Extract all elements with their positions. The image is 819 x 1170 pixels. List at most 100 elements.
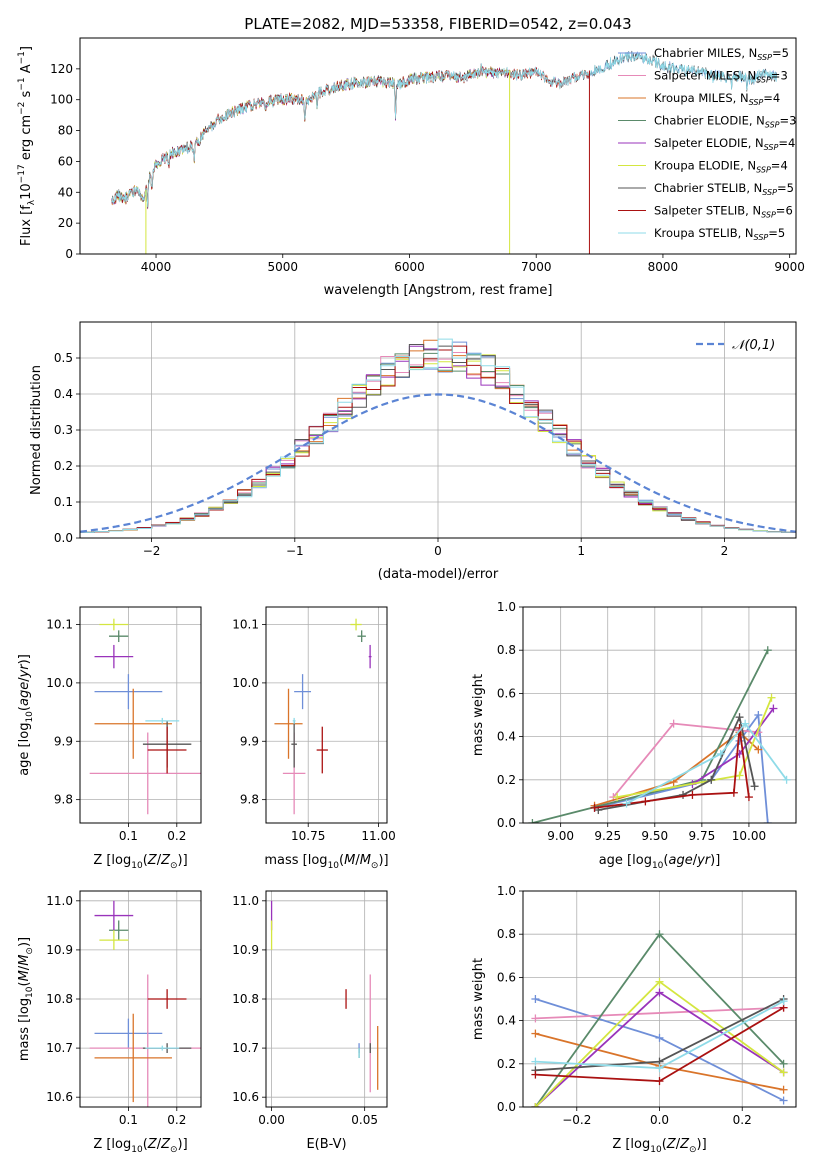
legend-entry: 𝒩(0,1) xyxy=(732,338,775,353)
grid xyxy=(266,607,387,823)
plot-area xyxy=(531,930,788,1107)
figure-title: PLATE=2082, MJD=53358, FIBERID=0542, z=0… xyxy=(244,15,631,33)
series-marker xyxy=(531,1103,540,1107)
x-tick-label: 0.00 xyxy=(258,1113,285,1127)
axis-label: age [log10(age/yr)] xyxy=(599,853,721,871)
series-marker xyxy=(782,775,791,784)
series-marker xyxy=(754,711,763,719)
x-tick-label: 4000 xyxy=(141,260,172,274)
series-marker xyxy=(655,988,664,997)
errorbar-point-chabrier-miles xyxy=(294,674,312,710)
series-marker xyxy=(779,1059,788,1068)
y-tick-label: 10.7 xyxy=(46,1041,73,1055)
plot-area xyxy=(274,618,372,815)
residuals-panel: −2 −1 0 1 2 0.0 0.1 0.2 0.3 0.4 0.5 (data-model)/er… xyxy=(29,321,797,582)
series-marker xyxy=(735,713,744,722)
errorbar-point-chabrier-elodie xyxy=(109,630,129,643)
series-marker xyxy=(744,793,753,802)
series-marker xyxy=(779,1096,788,1105)
errorbar-point-chabrier-stelib xyxy=(291,720,297,768)
y-tick-label: 10.6 xyxy=(46,1090,73,1104)
errorbar-point-kroupa-miles xyxy=(94,688,172,759)
series-marker xyxy=(750,782,759,791)
y-tick-label: 9.8 xyxy=(54,793,73,807)
series-marker xyxy=(669,719,678,728)
errorbar-point-kroupa-stelib xyxy=(292,717,296,724)
axes-frame: 0.00 0.05 10.6 10.7 10.8 10.9 11.0 E(B-V) xyxy=(232,890,388,1152)
axis-label: E(B-V) xyxy=(306,1137,346,1152)
plot-area xyxy=(270,900,379,1093)
y-tick-label: 0.1 xyxy=(54,495,73,509)
series-line xyxy=(594,727,750,809)
legend-entry: Kroupa ELODIE, NSSP=4 xyxy=(654,159,788,175)
y-tick-label: 9.9 xyxy=(54,734,73,748)
y-tick-label: 0.0 xyxy=(497,816,516,830)
x-tick-label: −0.2 xyxy=(562,1113,591,1127)
mass-vs-metallicity-panel: 0.1 0.2 10.6 10.7 10.8 10.9 11.0 Z [log10(Z/Z⊙)… xyxy=(17,890,202,1155)
errorbar-point-salpeter-elodie xyxy=(94,900,134,931)
axis-label: Z [log10(Z/Z⊙)] xyxy=(93,1137,187,1155)
errorbar-point-salpeter-stelib xyxy=(147,726,187,774)
x-tick-label: 0.2 xyxy=(167,1113,186,1127)
y-tick-label: 0.6 xyxy=(497,970,516,984)
axes-frame: 10.75 11.00 9.8 9.9 10.0 10.1 mass [log10(M/M⊙… xyxy=(232,606,396,871)
x-tick-label: 2 xyxy=(721,544,729,558)
series-marker xyxy=(655,977,664,986)
axis-label: mass [log10(M/M⊙)] xyxy=(264,853,388,871)
errorbar-point-salpeter-stelib xyxy=(316,726,328,774)
series-marker xyxy=(729,788,738,797)
legend-entry: Kroupa MILES, NSSP=4 xyxy=(654,91,780,107)
y-tick-label: 20 xyxy=(58,216,73,230)
age-vs-mass-panel: 10.75 11.00 9.8 9.9 10.0 10.1 mass [log10(M/M⊙… xyxy=(232,606,396,871)
x-tick-label: 0 xyxy=(434,544,442,558)
y-tick-label: 0 xyxy=(65,247,73,261)
legend-entry: Salpeter ELODIE, NSSP=4 xyxy=(654,136,795,152)
spectrum-line-kroupa-stelib xyxy=(111,51,778,207)
y-tick-label: 10.8 xyxy=(232,992,259,1006)
series-marker xyxy=(741,719,750,728)
axis-label: mass weight xyxy=(471,958,486,1040)
series-marker xyxy=(655,1064,664,1073)
series-marker xyxy=(779,1085,788,1094)
errorbar-point-chabrier-miles xyxy=(94,1018,163,1049)
y-tick-label: 11.0 xyxy=(232,894,259,908)
y-tick-label: 0.2 xyxy=(497,1057,516,1071)
axes-frame: 0.1 0.2 10.6 10.7 10.8 10.9 11.0 Z [log10(Z/Z⊙)… xyxy=(17,890,202,1155)
axis-label: wavelength [Angstrom, rest frame] xyxy=(324,283,553,298)
series-marker xyxy=(655,1033,664,1042)
legend-entry: Kroupa STELIB, NSSP=5 xyxy=(654,226,785,242)
y-tick-label: 10.9 xyxy=(232,943,259,957)
x-tick-label: 6000 xyxy=(394,260,425,274)
series-marker xyxy=(767,693,776,702)
x-tick-label: 11.00 xyxy=(361,829,395,843)
legend-entry: Chabrier MILES, NSSP=5 xyxy=(654,46,789,62)
x-tick-label: 9.50 xyxy=(641,829,668,843)
axes-border xyxy=(522,606,797,824)
y-tick-label: 10.7 xyxy=(232,1041,259,1055)
x-tick-label: 7000 xyxy=(521,260,552,274)
axis-label: Normed distribution xyxy=(29,365,44,495)
x-tick-label: 1 xyxy=(577,544,585,558)
plot-area xyxy=(528,646,791,823)
x-tick-label: −1 xyxy=(286,544,304,558)
errorbar-point-chabrier-elodie xyxy=(109,920,129,941)
axes-frame: −0.2 0.0 0.2 0.0 0.2 0.4 0.6 0.8 1.0 Z [log10(Z/Z… xyxy=(471,884,797,1155)
plot-area xyxy=(89,900,201,1107)
y-tick-label: 10.1 xyxy=(46,618,73,632)
x-tick-label: 0.05 xyxy=(351,1113,378,1127)
y-tick-label: 1.0 xyxy=(497,600,516,614)
axis-label: (data-model)/error xyxy=(378,567,499,582)
series-marker xyxy=(531,995,540,1003)
y-tick-label: 40 xyxy=(58,185,73,199)
series-marker xyxy=(531,1057,540,1066)
series-marker xyxy=(763,819,772,823)
legend-entry: Salpeter MILES, NSSP=3 xyxy=(654,69,788,85)
series-line xyxy=(626,722,788,805)
y-tick-label: 0.6 xyxy=(497,686,516,700)
mass-weight-vs-metallicity-panel: −0.2 0.0 0.2 0.0 0.2 0.4 0.6 0.8 1.0 Z [log10(Z/Z… xyxy=(471,884,797,1155)
y-tick-label: 0.2 xyxy=(497,773,516,787)
series-marker xyxy=(531,1070,540,1079)
series-marker xyxy=(763,646,772,655)
x-tick-label: 10.00 xyxy=(732,829,766,843)
y-tick-label: 0.2 xyxy=(54,459,73,473)
